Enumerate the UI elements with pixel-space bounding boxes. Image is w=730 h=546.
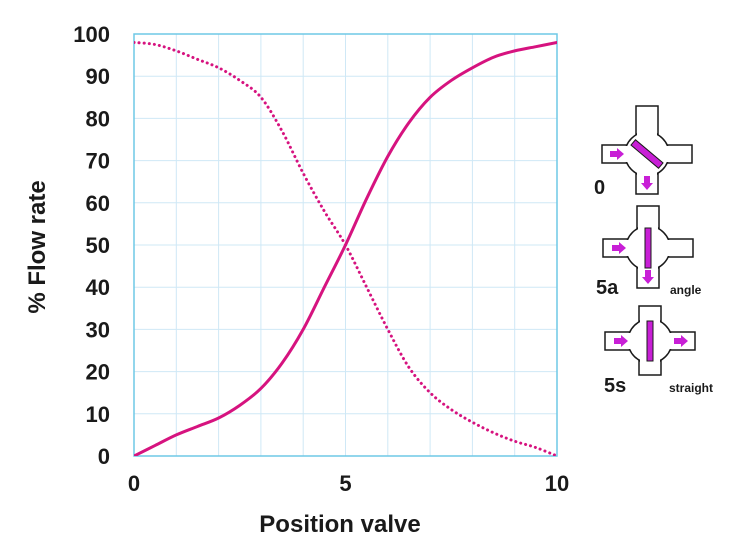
y-tick-label: 40: [86, 275, 110, 300]
grid: [134, 34, 557, 456]
series-layer: [134, 40, 557, 456]
y-tick-label: 20: [86, 360, 110, 385]
y-tick-label: 10: [86, 402, 110, 427]
valve-5s-label: 5s: [604, 375, 626, 397]
y-axis: 0 10 20 30 40 50 60 70 80 90 100: [73, 22, 110, 469]
x-tick-label: 10: [545, 471, 569, 496]
x-axis-title: Position valve: [259, 511, 420, 538]
valve-5a-label: 5a: [596, 277, 619, 299]
y-tick-label: 60: [86, 191, 110, 216]
valve-5s-sublabel: straight: [669, 381, 713, 395]
y-tick-label: 50: [86, 233, 110, 258]
x-tick-label: 5: [339, 471, 351, 496]
y-tick-label: 70: [86, 149, 110, 174]
valve-0-label: 0: [594, 177, 605, 199]
y-tick-label: 0: [98, 444, 110, 469]
y-tick-label: 100: [73, 22, 110, 47]
valve-5a-sublabel: angle: [670, 283, 702, 297]
series-line-dotted: [134, 40, 557, 456]
y-tick-label: 80: [86, 106, 110, 131]
valve-position-5s-icon: [604, 305, 696, 376]
x-tick-label: 0: [128, 471, 140, 496]
plot-frame: [133, 33, 558, 457]
valve-position-5a-icon: [602, 205, 694, 289]
y-tick-label: 30: [86, 317, 110, 342]
y-tick-label: 90: [86, 64, 110, 89]
valve-position-0-icon: [601, 105, 693, 195]
y-axis-title: % Flow rate: [24, 180, 51, 313]
x-axis: 0 5 10: [128, 471, 569, 496]
